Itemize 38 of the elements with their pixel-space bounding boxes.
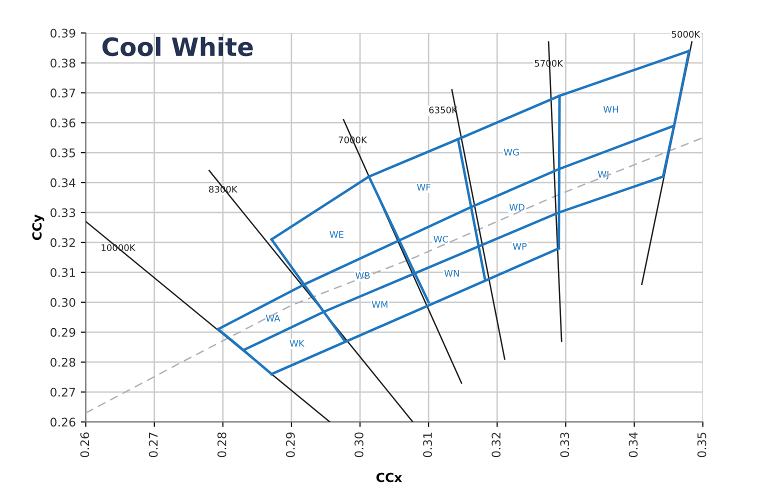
x-tick-label: 0.33 xyxy=(560,432,570,458)
annotation: WH xyxy=(603,106,618,113)
annotation: WG xyxy=(504,148,519,156)
y-tick-label: 0.27 xyxy=(50,388,76,397)
y-tick-label: 0.28 xyxy=(50,358,76,367)
x-axis-title: CCx xyxy=(376,472,402,482)
x-tick-label: 0.34 xyxy=(628,432,638,458)
annotation: WE xyxy=(330,231,344,238)
annotation: WM xyxy=(372,301,388,308)
annotation: 5000K xyxy=(672,30,700,38)
y-tick-label: 0.36 xyxy=(50,118,76,128)
y-tick-label: 0.38 xyxy=(50,58,76,68)
annotation: WD xyxy=(509,204,524,211)
x-tick-label: 0.32 xyxy=(492,432,501,458)
y-tick-label: 0.31 xyxy=(50,268,75,277)
annotation: WN xyxy=(444,270,459,277)
annotation: WC xyxy=(434,236,448,243)
y-tick-label: 0.37 xyxy=(50,88,76,98)
x-tick-label: 0.30 xyxy=(354,432,364,458)
annotation: WA xyxy=(266,314,280,322)
chart-title: Cool White xyxy=(102,36,253,56)
annotation: WP xyxy=(512,243,527,250)
x-tick-label: 0.31 xyxy=(423,432,432,458)
y-tick-label: 0.26 xyxy=(50,418,76,427)
x-tick-label: 0.35 xyxy=(697,432,706,458)
x-tick-label: 0.27 xyxy=(148,432,158,458)
y-tick-label: 0.39 xyxy=(50,28,76,38)
x-tick-label: 0.28 xyxy=(217,432,226,458)
y-tick-label: 0.35 xyxy=(50,148,76,158)
y-axis-title: CCy xyxy=(32,214,44,240)
y-tick-label: 0.30 xyxy=(50,298,76,307)
x-tick-label: 0.29 xyxy=(286,432,295,458)
y-tick-label: 0.34 xyxy=(50,178,76,188)
annotation: WK xyxy=(290,340,305,347)
annotation: WF xyxy=(417,184,430,190)
y-tick-label: 0.29 xyxy=(50,328,76,337)
y-tick-label: 0.32 xyxy=(50,238,75,248)
y-tick-label: 0.33 xyxy=(50,208,76,218)
